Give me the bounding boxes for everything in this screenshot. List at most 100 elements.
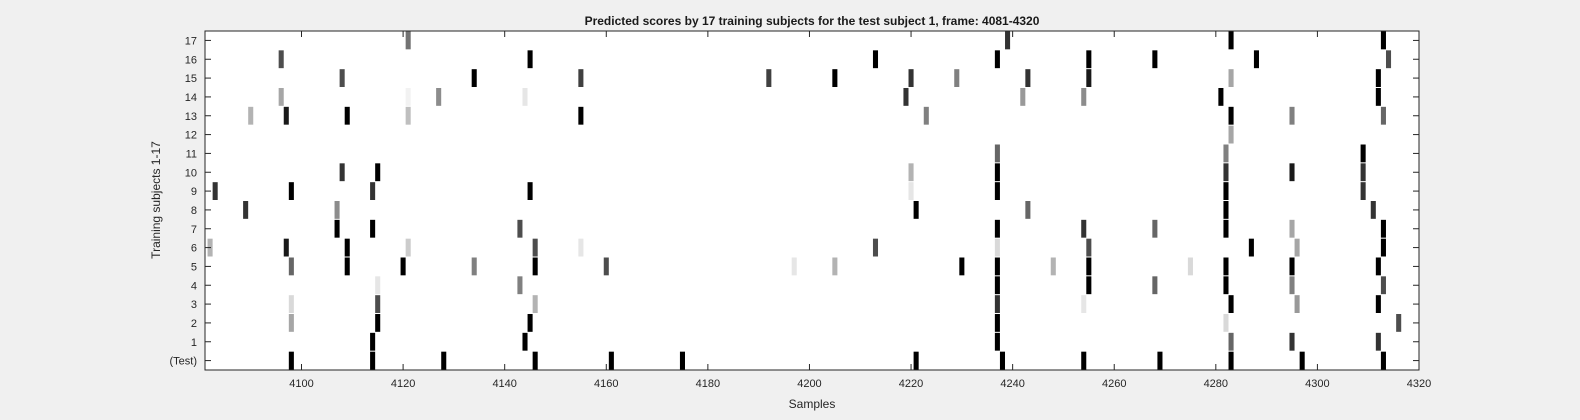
y-tick-label: 12 [185, 130, 197, 142]
y-tick-label: 16 [185, 54, 197, 66]
x-tick-label: 4200 [797, 378, 821, 390]
heatmap-cell [1223, 276, 1229, 295]
heatmap-cell [1380, 276, 1386, 295]
heatmap-cell [1223, 219, 1229, 238]
y-tick-label: (Test) [170, 356, 198, 368]
heatmap-cell [283, 106, 289, 125]
heatmap-cell [578, 69, 584, 87]
heatmap-cell [1289, 219, 1295, 238]
heatmap-cell [1289, 106, 1295, 125]
y-tick-label: 3 [191, 299, 197, 311]
heatmap-cell [522, 88, 528, 106]
y-tick-label: 5 [191, 261, 197, 273]
heatmap-cell [1289, 276, 1295, 295]
heatmap-cell [1380, 106, 1386, 125]
heatmap-cell [994, 163, 1000, 182]
heatmap-cell [1152, 276, 1158, 295]
x-tick-label: 4180 [696, 378, 720, 390]
heatmap-cell [1375, 88, 1381, 106]
heatmap-cell [1050, 257, 1056, 276]
heatmap-cell [288, 314, 294, 332]
heatmap-cell [903, 88, 909, 106]
heatmap-cell [608, 351, 614, 370]
heatmap-cell [1020, 88, 1026, 106]
heatmap-cell [1253, 50, 1259, 69]
heatmap-cell [334, 219, 340, 238]
heatmap-cell [832, 257, 838, 276]
heatmap-cell [370, 219, 376, 238]
heatmap-cell [1086, 69, 1092, 87]
heatmap-cell [1152, 219, 1158, 238]
heatmap-cell [517, 219, 523, 238]
heatmap-cell [1396, 314, 1402, 332]
heatmap-cell [517, 276, 523, 295]
heatmap-cell [405, 88, 411, 106]
heatmap-cell [679, 351, 685, 370]
y-tick-label: 2 [191, 318, 197, 330]
heatmap-cell [370, 182, 376, 200]
heatmap-cell [1248, 238, 1254, 257]
heatmap-cell [1380, 238, 1386, 257]
heatmap-cell [994, 182, 1000, 200]
heatmap-cell [908, 182, 914, 200]
heatmap-cell [375, 295, 381, 313]
heatmap-cell [913, 351, 919, 370]
heatmap-cell [344, 238, 350, 257]
y-tick-label: 17 [185, 35, 197, 47]
heatmap-cell [994, 295, 1000, 313]
heatmap-cell [436, 88, 442, 106]
y-tick-label: 1 [191, 337, 197, 349]
y-tick-label: 10 [185, 167, 197, 179]
heatmap-cell [1223, 144, 1229, 163]
heatmap-cell [1385, 50, 1392, 69]
heatmap-cell [578, 106, 584, 125]
plot-area [205, 31, 1419, 370]
y-tick-label: 4 [191, 280, 197, 292]
heatmap-cell [1289, 257, 1295, 276]
heatmap-cell [1360, 144, 1366, 163]
heatmap-cell [375, 314, 381, 332]
heatmap-cell [1375, 295, 1381, 313]
heatmap-cell [1375, 257, 1381, 276]
heatmap-cell [994, 257, 1000, 276]
heatmap-cell [994, 144, 1000, 163]
heatmap-cell [923, 106, 929, 125]
heatmap-cell [994, 276, 1000, 295]
heatmap-cell [603, 257, 609, 276]
heatmap-cell [872, 238, 879, 257]
y-tick-label: 9 [191, 186, 197, 198]
heatmap-cell [1223, 314, 1229, 332]
heatmap-cell [1380, 219, 1386, 238]
heatmap-cell [1081, 219, 1087, 238]
y-tick-label: 15 [185, 73, 197, 85]
heatmap-cell [344, 257, 350, 276]
heatmap-cell [994, 238, 1000, 257]
heatmap-cell [994, 50, 1000, 69]
heatmap-cell [370, 332, 376, 351]
heatmap-cell [1228, 125, 1234, 144]
heatmap-cell [1228, 69, 1234, 87]
x-tick-label: 4220 [899, 378, 923, 390]
heatmap-cell [578, 238, 584, 257]
heatmap-cell [283, 238, 289, 257]
heatmap-cell [1375, 332, 1381, 351]
heatmap-cell [532, 238, 538, 257]
heatmap-cell [1187, 257, 1193, 276]
x-tick-label: 4240 [1000, 378, 1024, 390]
heatmap-cell [344, 106, 350, 125]
heatmap-cell [243, 201, 249, 219]
chart-title: Predicted scores by 17 training subjects… [585, 14, 1040, 28]
heatmap-cell [872, 50, 879, 69]
heatmap-cell [1081, 351, 1087, 370]
heatmap-cell [1289, 163, 1295, 182]
y-axis-label: Training subjects 1-17 [149, 141, 163, 259]
heatmap-cell [766, 69, 772, 87]
heatmap-cell [288, 295, 294, 313]
heatmap-cell [999, 351, 1006, 370]
heatmap-cell [1081, 88, 1087, 106]
heatmap-cell [405, 31, 411, 50]
heatmap-cell [527, 50, 533, 69]
heatmap-cell [278, 50, 284, 69]
